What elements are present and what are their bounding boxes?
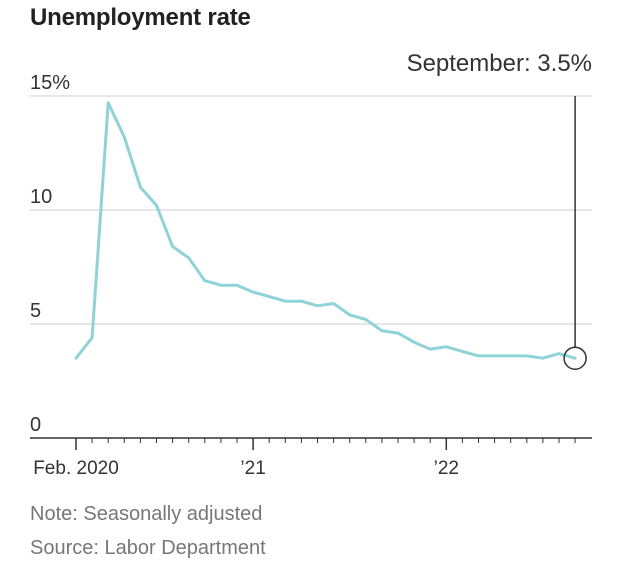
y-tick-label: 5: [30, 300, 41, 322]
chart-title: Unemployment rate: [30, 4, 251, 31]
series: [74, 101, 577, 360]
x-tick-label: ’22: [434, 458, 459, 479]
y-tick-label: 0: [30, 414, 41, 436]
line-chart: 0 5 10 15% Feb. 2020 ’21 ’22 September: 3.5%: [30, 50, 592, 479]
series-line: [74, 101, 577, 360]
note-text: Note: Seasonally adjusted: [30, 503, 263, 525]
gridlines: [30, 95, 592, 325]
y-tick-label: 10: [30, 186, 52, 208]
annotation: September: 3.5%: [407, 50, 592, 370]
annotation-label: September: 3.5%: [407, 50, 592, 77]
x-tick-label: Feb. 2020: [33, 458, 119, 479]
end-point-marker: [563, 346, 587, 370]
y-tick-labels: 0 5 10 15%: [30, 72, 70, 436]
x-axis: Feb. 2020 ’21 ’22: [30, 437, 592, 479]
y-tick-label: 15%: [30, 72, 70, 94]
source-text: Source: Labor Department: [30, 537, 266, 559]
x-tick-label: ’21: [240, 458, 265, 479]
